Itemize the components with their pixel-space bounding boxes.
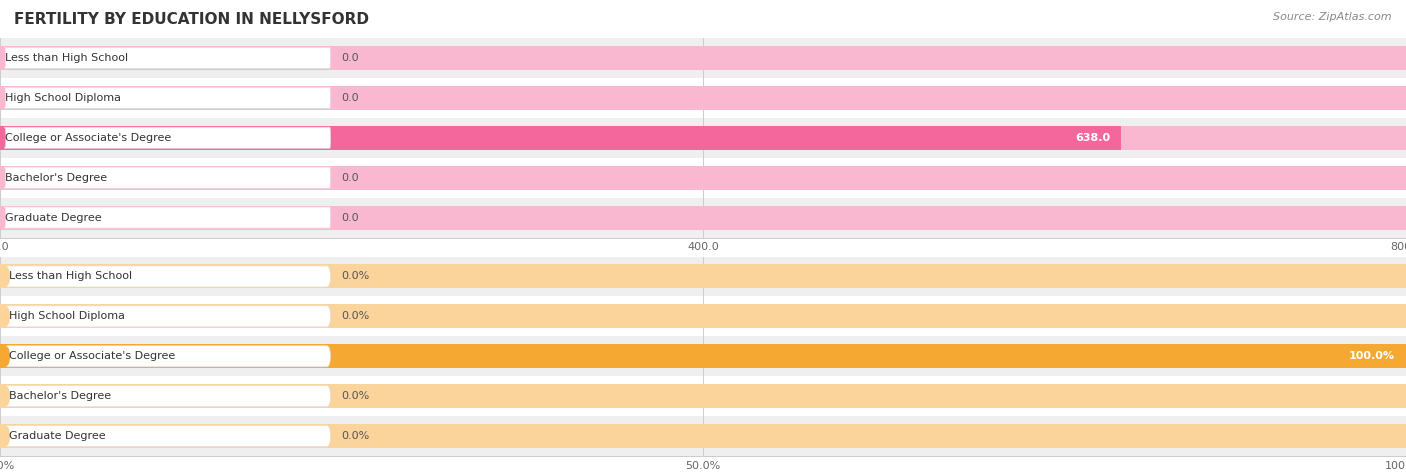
Text: College or Associate's Degree: College or Associate's Degree	[4, 133, 172, 143]
Bar	[0, 336, 1406, 376]
Text: 638.0: 638.0	[1076, 133, 1111, 143]
Bar	[0, 126, 1122, 150]
Text: Graduate Degree: Graduate Degree	[8, 431, 105, 441]
FancyBboxPatch shape	[4, 386, 330, 407]
FancyBboxPatch shape	[4, 306, 330, 327]
Bar	[0, 206, 1406, 229]
Bar	[0, 86, 1406, 110]
FancyBboxPatch shape	[4, 127, 330, 148]
FancyBboxPatch shape	[4, 426, 330, 446]
Circle shape	[3, 347, 10, 365]
Text: 0.0: 0.0	[342, 172, 360, 183]
Bar	[0, 304, 1406, 328]
Circle shape	[3, 387, 10, 405]
Text: 100.0%: 100.0%	[1348, 351, 1395, 361]
Bar	[0, 256, 1406, 296]
Text: Bachelor's Degree: Bachelor's Degree	[4, 172, 107, 183]
Circle shape	[3, 267, 10, 285]
Bar	[0, 344, 1406, 368]
Text: 0.0%: 0.0%	[342, 391, 370, 401]
Bar	[0, 78, 1406, 118]
Text: Source: ZipAtlas.com: Source: ZipAtlas.com	[1274, 12, 1392, 22]
Bar	[0, 424, 1406, 448]
Bar	[0, 166, 1406, 190]
Text: Bachelor's Degree: Bachelor's Degree	[8, 391, 111, 401]
Text: High School Diploma: High School Diploma	[8, 311, 125, 322]
FancyBboxPatch shape	[4, 266, 330, 287]
Text: 0.0%: 0.0%	[342, 431, 370, 441]
Bar	[0, 344, 1406, 368]
FancyBboxPatch shape	[4, 207, 330, 228]
Text: Graduate Degree: Graduate Degree	[4, 212, 101, 223]
Bar	[0, 158, 1406, 198]
Bar	[0, 416, 1406, 456]
Bar	[0, 118, 1406, 158]
FancyBboxPatch shape	[4, 167, 330, 188]
FancyBboxPatch shape	[4, 87, 330, 108]
Text: 0.0: 0.0	[342, 212, 360, 223]
Bar	[0, 38, 1406, 78]
Text: High School Diploma: High School Diploma	[4, 93, 121, 103]
Text: 0.0%: 0.0%	[342, 311, 370, 322]
Bar	[0, 296, 1406, 336]
FancyBboxPatch shape	[4, 346, 330, 367]
Text: FERTILITY BY EDUCATION IN NELLYSFORD: FERTILITY BY EDUCATION IN NELLYSFORD	[14, 12, 368, 27]
Text: Less than High School: Less than High School	[8, 271, 132, 282]
Bar	[0, 46, 1406, 70]
FancyBboxPatch shape	[4, 48, 330, 68]
Bar	[0, 265, 1406, 288]
Text: Less than High School: Less than High School	[4, 53, 128, 63]
Bar	[0, 376, 1406, 416]
Bar	[0, 126, 1406, 150]
Text: 0.0%: 0.0%	[342, 271, 370, 282]
Bar	[0, 384, 1406, 408]
Text: 0.0: 0.0	[342, 53, 360, 63]
Circle shape	[3, 307, 10, 325]
Text: College or Associate's Degree: College or Associate's Degree	[8, 351, 174, 361]
Circle shape	[3, 427, 10, 445]
Text: 0.0: 0.0	[342, 93, 360, 103]
Bar	[0, 198, 1406, 238]
